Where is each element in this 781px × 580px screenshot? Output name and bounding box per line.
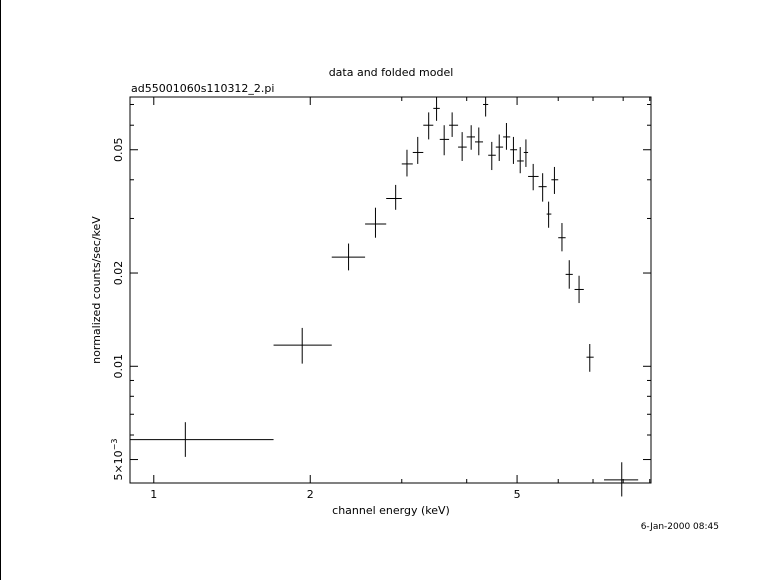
- y-tick-labels: 5×10−3 0.01 0.02 0.05: [110, 137, 125, 480]
- data-point: [495, 134, 504, 161]
- file-name-label: ad55001060s110312_2.pi: [131, 82, 274, 95]
- data-point: [538, 173, 547, 202]
- data-point: [558, 223, 566, 252]
- data-point: [546, 201, 552, 228]
- data-point: [586, 344, 594, 372]
- plot-frame: [129, 96, 652, 484]
- data-point: [365, 207, 387, 238]
- data-points: [130, 97, 639, 497]
- data-point: [273, 327, 332, 364]
- data-point: [528, 163, 539, 191]
- y-tick-label: 5×10−3: [110, 439, 125, 481]
- x-axis-label: channel energy (keV): [332, 504, 450, 517]
- data-point: [458, 132, 467, 161]
- data-point: [423, 112, 434, 140]
- x-tick-label: 2: [307, 488, 314, 501]
- y-axis-label: normalized counts/sec/keV: [90, 216, 103, 364]
- data-point: [386, 184, 402, 210]
- y-tick-exponent: −3: [110, 439, 119, 451]
- y-tick-label: 0.05: [112, 137, 125, 162]
- data-point: [503, 122, 511, 150]
- x-tick-label: 1: [150, 488, 157, 501]
- window-left-edge: [0, 0, 1, 580]
- data-point: [517, 147, 524, 174]
- data-point: [475, 127, 484, 156]
- data-point: [551, 166, 559, 194]
- data-point: [331, 243, 366, 271]
- data-point: [483, 97, 489, 117]
- data-point: [565, 260, 573, 289]
- data-point: [523, 139, 529, 167]
- data-point: [604, 462, 639, 497]
- data-point: [466, 125, 476, 150]
- axis-ticks: [130, 97, 651, 483]
- timestamp: 6-Jan-2000 08:45: [641, 522, 719, 532]
- data-point: [510, 136, 518, 164]
- x-tick-labels: 1 2 5: [150, 488, 520, 501]
- data-point: [439, 125, 450, 156]
- chart-title: data and folded model: [329, 66, 454, 79]
- x-tick-label: 5: [514, 488, 521, 501]
- data-point: [449, 112, 459, 137]
- y-tick-label: 0.02: [112, 261, 125, 286]
- data-point: [412, 136, 424, 164]
- data-point: [433, 97, 440, 121]
- data-point: [488, 141, 496, 171]
- data-point: [130, 422, 274, 457]
- data-point: [574, 275, 584, 304]
- y-tick-label: 0.01: [112, 354, 125, 379]
- data-point: [401, 149, 413, 177]
